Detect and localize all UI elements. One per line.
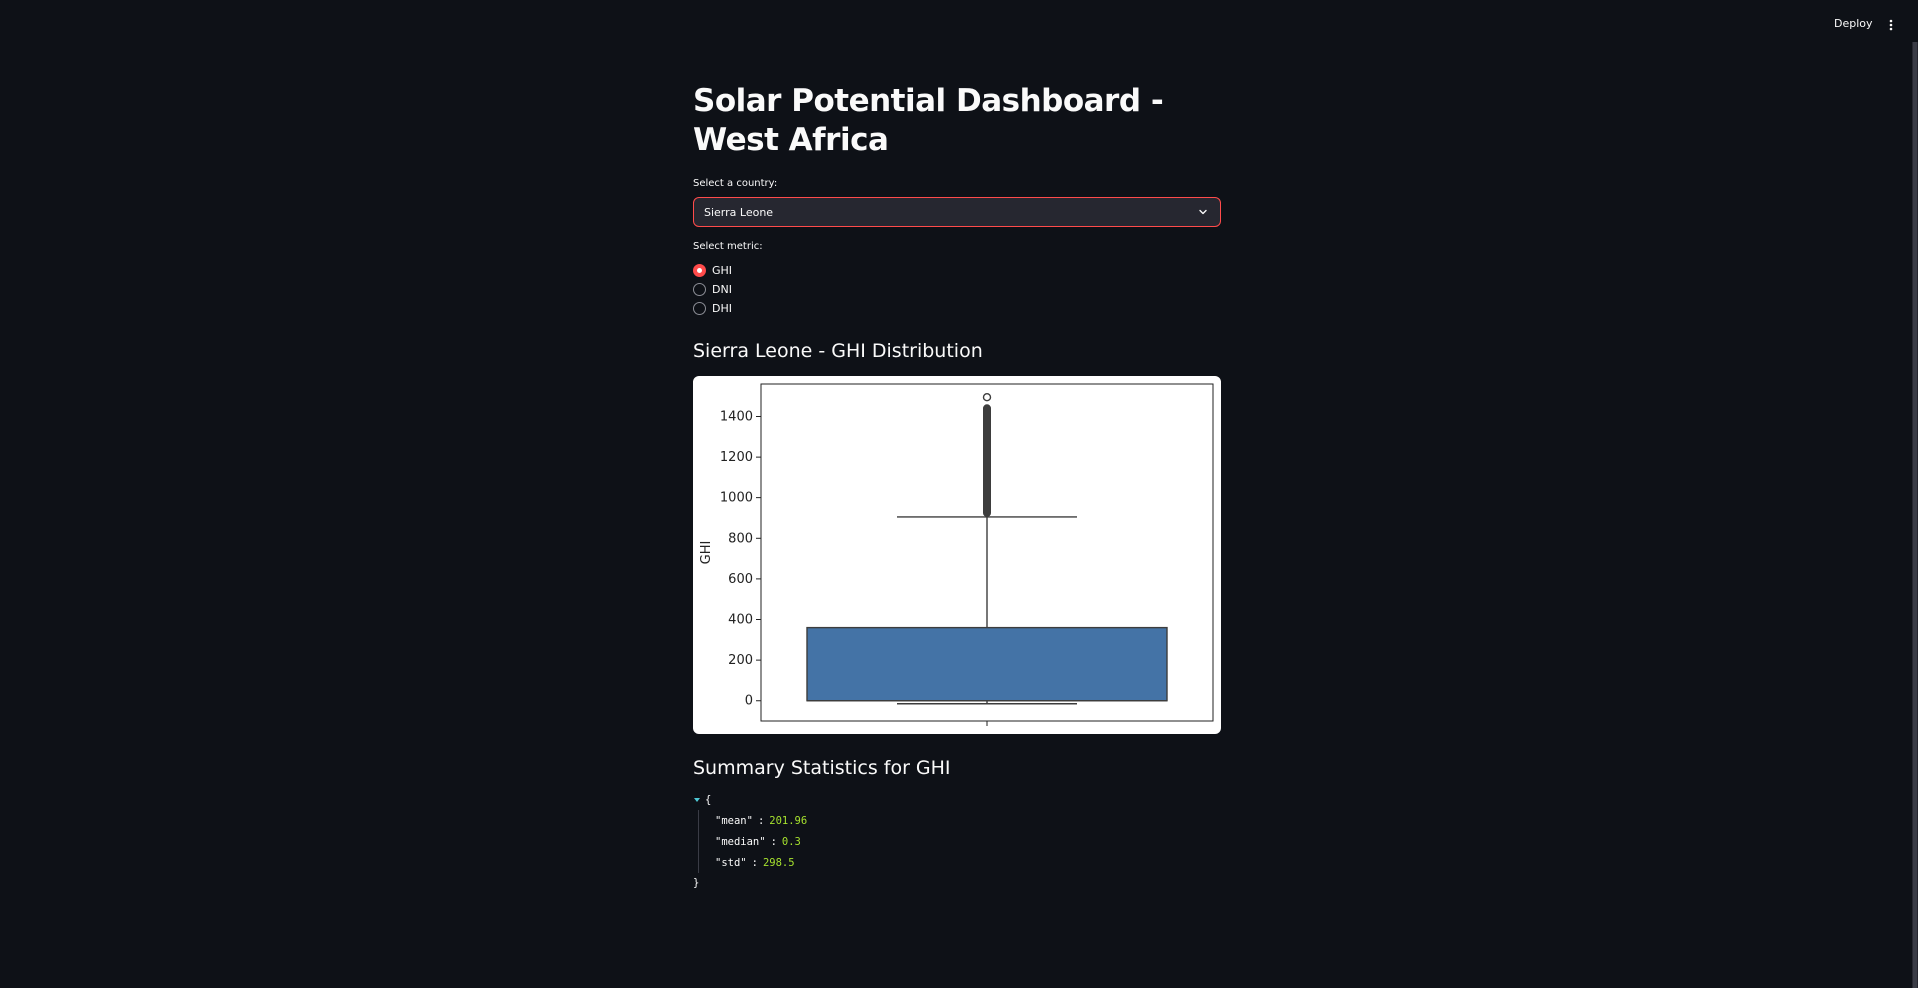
- outlier-point: [982, 392, 992, 402]
- outlier-band: [983, 404, 991, 517]
- metric-radio-label: Select metric:: [693, 241, 763, 252]
- y-tick-label: 1400: [720, 409, 753, 424]
- json-close-brace: }: [693, 877, 700, 889]
- json-open-brace: {: [705, 794, 712, 806]
- deploy-button[interactable]: Deploy: [1830, 15, 1877, 32]
- y-tick-label: 0: [745, 694, 753, 709]
- country-select[interactable]: Sierra Leone: [693, 197, 1221, 227]
- json-entry: "std" : 298.5: [715, 856, 795, 869]
- json-value: 201.96: [769, 814, 808, 827]
- country-select-value: Sierra Leone: [704, 205, 774, 219]
- scrollbar-thumb[interactable]: [1913, 42, 1917, 988]
- main-menu-button[interactable]: [1882, 14, 1900, 36]
- caret-down-icon: [694, 798, 700, 802]
- json-key: "mean": [715, 814, 753, 827]
- radio-option-label: DNI: [712, 283, 732, 296]
- chart-heading: Sierra Leone - GHI Distribution: [693, 340, 983, 362]
- radio-checked-icon: [693, 264, 706, 277]
- chevron-down-icon: [1199, 209, 1207, 215]
- stats-heading: Summary Statistics for GHI: [693, 757, 951, 779]
- y-tick-label: 800: [728, 531, 753, 546]
- vertical-ellipsis-icon: [1889, 19, 1893, 31]
- json-entry: "mean" : 201.96: [715, 814, 808, 827]
- y-tick-label: 1000: [720, 491, 753, 506]
- json-viewer: { "mean" : 201.96 "median" : 0.3 "std" :…: [693, 790, 1221, 893]
- radio-unchecked-icon: [693, 302, 706, 315]
- header-toolbar: Deploy: [0, 0, 1918, 48]
- radio-option-label: GHI: [712, 264, 733, 277]
- chart-svg: 0 200 400 600 800 1000 1200 1400 GHI: [699, 383, 1214, 726]
- radio-option-label: DHI: [712, 302, 732, 315]
- page-scrollbar[interactable]: [1912, 42, 1918, 988]
- page-title: Solar Potential Dashboard - West Africa: [693, 83, 1164, 158]
- json-key: "std": [715, 856, 747, 869]
- radio-option-dhi[interactable]: DHI: [693, 299, 732, 318]
- iqr-box: [806, 626, 1168, 702]
- y-tick-label: 600: [728, 572, 753, 587]
- collapse-toggle[interactable]: [693, 790, 705, 810]
- y-tick-label: 400: [728, 612, 753, 627]
- json-entry: "median" : 0.3: [715, 835, 801, 848]
- y-tick-label: 1200: [720, 450, 753, 465]
- boxplot-chart: 0 200 400 600 800 1000 1200 1400 GHI: [693, 376, 1221, 734]
- json-key: "median": [715, 835, 766, 848]
- json-value: 298.5: [762, 856, 795, 869]
- y-tick-label: 200: [728, 653, 753, 668]
- country-select-label: Select a country:: [693, 178, 778, 189]
- radio-unchecked-icon: [693, 283, 706, 296]
- radio-option-ghi[interactable]: GHI: [693, 261, 732, 280]
- radio-option-dni[interactable]: DNI: [693, 280, 732, 299]
- metric-radio-group: GHI DNI DHI: [693, 261, 732, 318]
- json-value: 0.3: [781, 835, 801, 848]
- json-body: "mean" : 201.96 "median" : 0.3 "std" : 2…: [698, 810, 1221, 873]
- y-axis-label: GHI: [699, 541, 714, 565]
